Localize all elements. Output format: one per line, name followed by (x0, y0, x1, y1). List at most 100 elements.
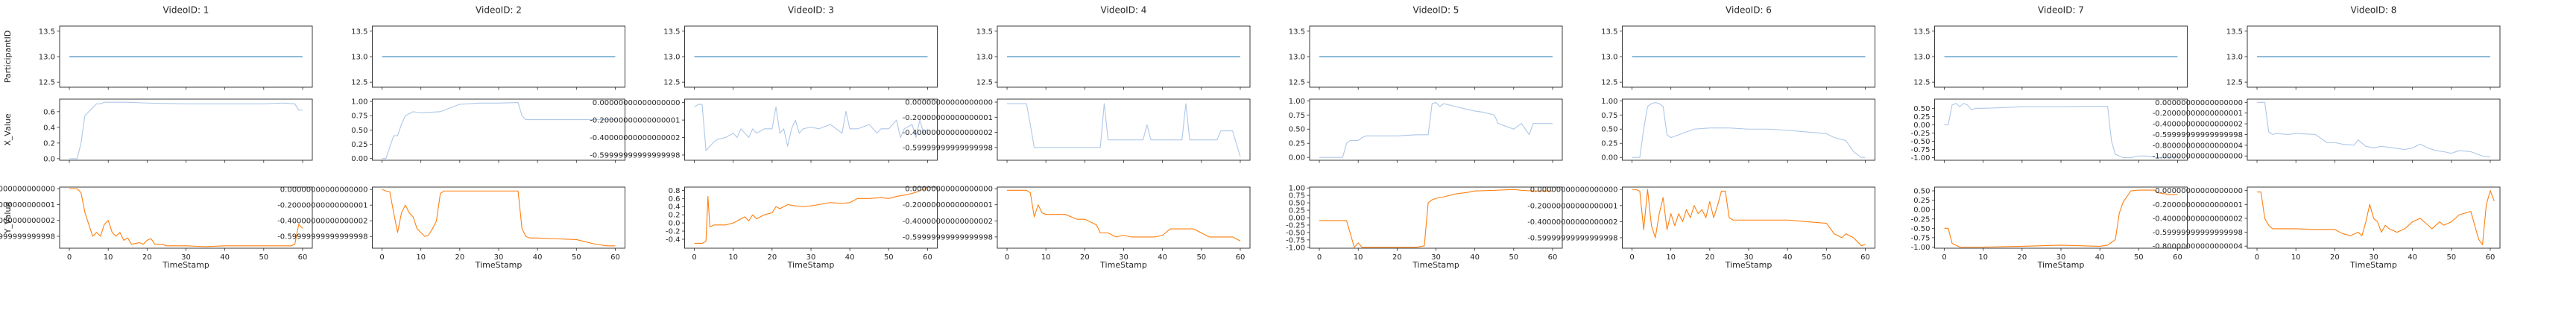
axes-frame (684, 98, 938, 161)
y-tick-label: 0.00 (1601, 154, 1617, 162)
x-tick-label: 40 (2095, 253, 2105, 262)
y-tick-label: -0.59999999999999998 (2153, 229, 2243, 237)
panel-title: VideoID: 5 (1413, 5, 1459, 16)
y-tick-label: 0.6 (43, 108, 55, 116)
y-tick-label: -0.20000000000000001 (0, 201, 55, 209)
x-tick-label: 10 (104, 253, 113, 262)
panel-title: VideoID: 7 (2038, 5, 2084, 16)
y-tick-label: -0.59999999999999998 (903, 144, 993, 152)
x-tick-label: 0 (1942, 253, 1946, 262)
y-tick-label: -0.40000000000000002 (1527, 218, 1617, 227)
x-tick-label: 0 (692, 253, 696, 262)
x-tick-label: 20 (142, 253, 152, 262)
video-column-3: VideoID: 3 12.5 13.0 13.5 -0.599999999999999… (590, 5, 938, 270)
y-tick-label: -0.20000000000000001 (2153, 110, 2243, 118)
axes-frame (997, 186, 1251, 249)
x-tick-label: 10 (2291, 253, 2301, 262)
y-tick-label: -0.50 (1911, 138, 1931, 146)
x-tick-label: 0 (1005, 253, 1009, 262)
row-label-3: Y_Value (3, 202, 13, 235)
y-tick-label: 0.75 (351, 113, 367, 121)
x-axis-label: TimeStamp (2349, 260, 2397, 270)
y-tick-label: 0.00000000000000000 (905, 99, 993, 107)
y-tick-label: 13.0 (1601, 54, 1617, 62)
x-value-line (1944, 103, 2178, 159)
x-tick-label: 40 (1158, 253, 1167, 262)
y-tick-label: -0.20000000000000001 (277, 202, 367, 210)
x-tick-label: 0 (1629, 253, 1634, 262)
y-tick-label: 0.2 (43, 139, 55, 148)
y-tick-label: 0.50 (1289, 200, 1305, 208)
x-tick-label: 30 (2369, 253, 2378, 262)
y-tick-label: -0.25 (1911, 130, 1931, 138)
y-tick-label: 0.4 (43, 124, 55, 132)
x-tick-label: 40 (220, 253, 230, 262)
video-column-2: VideoID: 2 12.5 13.0 13.5 0.00 0.25 0.50 0.75 1.… (277, 5, 625, 270)
y-tick-label: 13.0 (39, 54, 55, 62)
axes-frame (1934, 186, 2188, 249)
x-axis-label: TimeStamp (1725, 260, 1772, 270)
y-tick-label: -1.00 (1911, 244, 1931, 252)
x-tick-label: 60 (1548, 253, 1558, 262)
y-tick-label: 13.0 (351, 54, 367, 62)
x-tick-label: 50 (2446, 253, 2456, 262)
y-tick-label: 1.00 (351, 98, 367, 107)
axes-frame (1622, 98, 1875, 161)
x-tick-label: 50 (2134, 253, 2144, 262)
panel-title: VideoID: 4 (1101, 5, 1147, 16)
y-tick-label: 1.00 (1289, 185, 1305, 193)
y-tick-label: 12.5 (1913, 79, 1930, 87)
y-tick-label: 0.00000000000000000 (2155, 99, 2243, 107)
y-tick-label: 12.5 (351, 79, 367, 87)
x-tick-label: 20 (2330, 253, 2340, 262)
x-tick-label: 60 (923, 253, 932, 262)
panel-title: VideoID: 2 (476, 5, 522, 16)
y-tick-label: -0.40000000000000002 (0, 217, 55, 225)
x-value-line (2257, 101, 2491, 158)
y-value-line (1944, 189, 2178, 248)
x-tick-label: 60 (610, 253, 620, 262)
y-tick-label: -0.20000000000000001 (590, 117, 680, 125)
x-value-line (694, 104, 928, 151)
y-tick-label: 0.25 (1913, 197, 1930, 205)
y-tick-label: -0.59999999999999998 (1527, 234, 1617, 242)
x-tick-label: 60 (2173, 253, 2182, 262)
y-tick-label: 0.25 (1913, 113, 1930, 121)
y-tick-label: -0.40000000000000002 (2153, 215, 2243, 223)
y-tick-label: 0.25 (1289, 140, 1305, 148)
y-tick-label: 0.00 (1913, 206, 1930, 215)
y-tick-label: 0.00000000000000000 (1530, 186, 1618, 195)
y-tick-label: -0.40000000000000002 (2153, 121, 2243, 129)
y-value-line (69, 188, 303, 247)
x-tick-label: 60 (1236, 253, 1246, 262)
axes-frame (59, 98, 313, 161)
y-tick-label: -0.75 (1286, 236, 1305, 244)
y-tick-label: -0.59999999999999998 (0, 233, 55, 242)
y-tick-label: 13.0 (1913, 54, 1930, 62)
x-tick-label: 30 (806, 253, 816, 262)
y-tick-label: -0.20000000000000001 (903, 114, 993, 122)
x-tick-label: 10 (1041, 253, 1051, 262)
y-tick-label: 13.0 (663, 54, 680, 62)
x-value-line (382, 102, 616, 160)
x-tick-label: 50 (1196, 253, 1206, 262)
y-tick-label: 0.00 (351, 155, 367, 163)
axes-frame (1309, 186, 1563, 249)
x-tick-label: 60 (1860, 253, 1870, 262)
video-column-8: VideoID: 8 12.5 13.0 13.5 -1.000000000000000… (2153, 5, 2501, 270)
x-tick-label: 0 (1317, 253, 1322, 262)
y-tick-label: 0.75 (1601, 112, 1617, 120)
y-tick-label: 0.2 (669, 212, 681, 220)
y-tick-label: -0.59999999999999998 (277, 233, 367, 242)
y-tick-label: -0.75 (1911, 234, 1931, 242)
y-tick-label: -0.4 (666, 236, 681, 244)
x-tick-label: 50 (884, 253, 894, 262)
y-tick-label: 0.0 (43, 155, 55, 163)
x-tick-label: 30 (1744, 253, 1754, 262)
y-tick-label: 0.00000000000000000 (280, 186, 368, 195)
y-tick-label: 12.5 (1601, 79, 1617, 87)
y-value-line (694, 188, 928, 244)
panel-title: VideoID: 1 (163, 5, 209, 16)
y-tick-label: -0.40000000000000002 (903, 218, 993, 226)
